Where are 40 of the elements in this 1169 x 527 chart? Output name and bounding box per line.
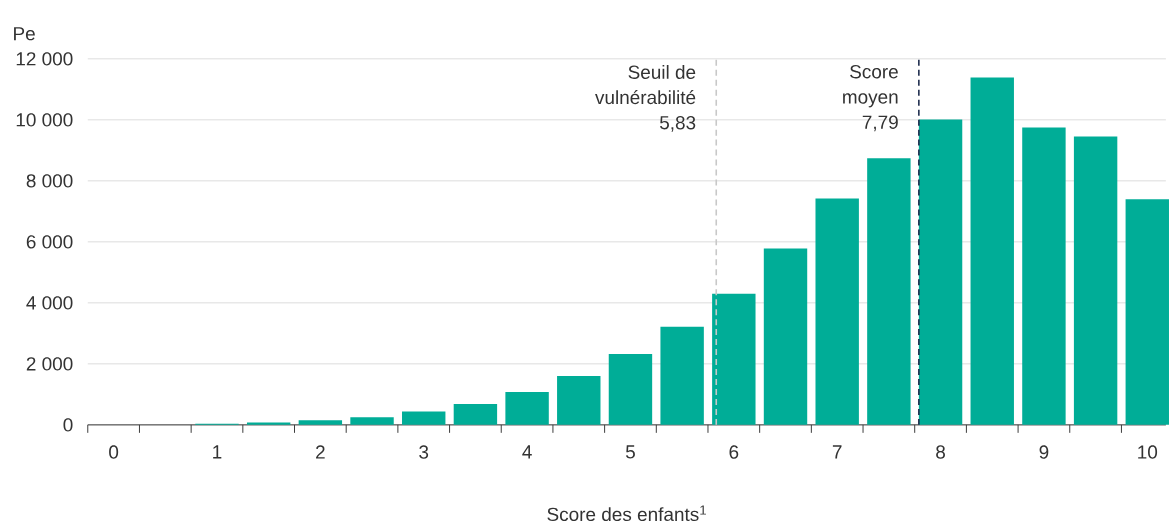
bar bbox=[453, 403, 498, 425]
y-tick-label: 2 000 bbox=[26, 356, 73, 371]
bar bbox=[298, 420, 343, 425]
ref-line-label: Seuil de vulnérabilité 5,83 bbox=[595, 64, 696, 132]
x-tick-label: 6 bbox=[729, 445, 739, 459]
bar bbox=[608, 353, 653, 425]
bar bbox=[1073, 136, 1118, 425]
y-tick-label: 6 000 bbox=[26, 234, 73, 249]
bar bbox=[815, 198, 859, 425]
bar bbox=[712, 293, 756, 425]
bar bbox=[1022, 127, 1066, 425]
bar bbox=[763, 248, 808, 425]
bar bbox=[918, 119, 963, 425]
x-tick-label: 5 bbox=[625, 445, 635, 459]
y-axis-title: Pe bbox=[14, 26, 35, 41]
bar bbox=[505, 391, 549, 425]
x-tick-label: 1 bbox=[213, 445, 222, 459]
bar bbox=[1125, 198, 1169, 425]
bar bbox=[246, 422, 291, 425]
y-tick-label: 12 000 bbox=[16, 51, 73, 66]
x-tick-label: 7 bbox=[832, 445, 842, 459]
x-tick-label: 2 bbox=[316, 445, 325, 459]
x-axis-title: Score des enfants$^{1}$ bbox=[547, 505, 706, 521]
bar bbox=[402, 411, 446, 425]
bar bbox=[557, 375, 601, 425]
bar bbox=[970, 77, 1014, 425]
y-tick-label: 8 000 bbox=[26, 173, 73, 188]
x-tick-label: 0 bbox=[109, 445, 119, 459]
bar bbox=[660, 326, 704, 425]
bar bbox=[350, 417, 394, 425]
x-tick-label: 3 bbox=[419, 445, 429, 459]
bar bbox=[867, 158, 911, 425]
x-tick-label: 10 bbox=[1138, 445, 1158, 459]
x-tick-label: 4 bbox=[522, 445, 532, 459]
x-tick-label: 8 bbox=[936, 445, 945, 459]
ref-line-label: Score moyen 7,79 bbox=[843, 64, 898, 131]
y-tick-label: 10 000 bbox=[16, 112, 73, 127]
y-tick-label: 4 000 bbox=[26, 295, 73, 310]
y-tick-label: 0 bbox=[63, 417, 73, 432]
x-tick-label: 9 bbox=[1039, 445, 1049, 459]
